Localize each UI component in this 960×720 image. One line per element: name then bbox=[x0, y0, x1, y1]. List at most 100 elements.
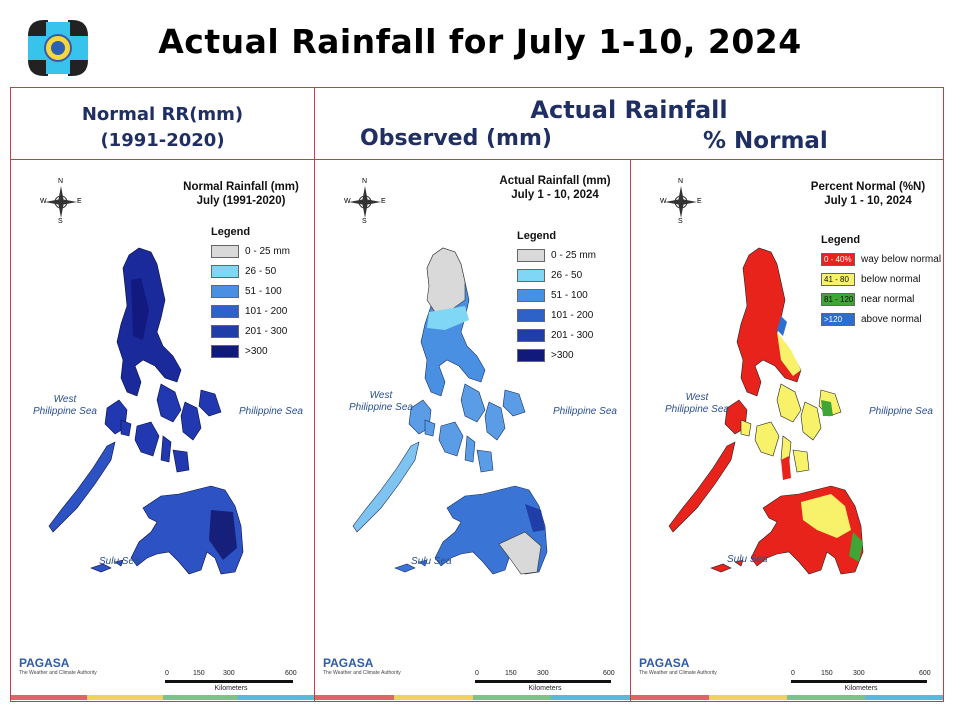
footer-stripe bbox=[11, 695, 314, 700]
scale-ticks: 0 150 300 600 bbox=[791, 670, 931, 680]
legend: Legend 0 - 25 mm 26 - 50 51 - 100 101 - 200… bbox=[517, 230, 596, 368]
compass-w: W bbox=[40, 198, 47, 205]
legend-swatch: 0 - 40% bbox=[821, 253, 855, 266]
pagasa-name: PAGASA bbox=[19, 656, 70, 670]
map-title-line2: July (1991-2020) bbox=[196, 195, 286, 207]
header-normal-period: (1991-2020) bbox=[100, 130, 225, 151]
header-percent-label: % Normal bbox=[703, 128, 828, 154]
sea-label-west-line1: West bbox=[685, 392, 709, 403]
scale-line bbox=[475, 680, 611, 683]
legend-swatch bbox=[211, 305, 239, 318]
sea-label-sulu: Sulu Sea bbox=[727, 554, 768, 565]
compass-n: N bbox=[362, 178, 368, 185]
legend-item: >120 above normal bbox=[821, 312, 941, 327]
legend-label: 201 - 300 bbox=[551, 330, 594, 341]
scale-bar: 0 150 300 600 Kilometers bbox=[475, 670, 615, 692]
scale-tick: 300 bbox=[853, 670, 865, 677]
legend-item: 26 - 50 bbox=[211, 264, 290, 279]
sea-label-sulu: Sulu Sea bbox=[411, 556, 452, 567]
map-title-line2: July 1 - 10, 2024 bbox=[511, 189, 599, 201]
legend-items: 0 - 25 mm 26 - 50 51 - 100 101 - 200 201 - 3… bbox=[211, 244, 290, 359]
compass-w: W bbox=[660, 198, 667, 205]
legend-item: 0 - 25 mm bbox=[211, 244, 290, 259]
scale-tick: 300 bbox=[537, 670, 549, 677]
slide-title: Actual Rainfall for July 1-10, 2024 bbox=[158, 22, 802, 61]
footer-stripe bbox=[315, 695, 630, 700]
percent-normal-map bbox=[668, 247, 864, 575]
compass-n: N bbox=[678, 178, 684, 185]
sea-label-west: West Philippine Sea bbox=[665, 392, 729, 416]
legend-label: 26 - 50 bbox=[245, 266, 277, 277]
legend-label: 0 - 25 mm bbox=[245, 246, 291, 257]
legend-item: 41 - 80 below normal bbox=[821, 272, 941, 287]
legend-title: Legend bbox=[211, 226, 251, 238]
footer-stripe bbox=[631, 695, 943, 700]
compass-e: E bbox=[697, 198, 702, 205]
scale-tick: 150 bbox=[505, 670, 517, 677]
legend-item: 81 - 120 near normal bbox=[821, 292, 941, 307]
scale-bar: 0 150 300 600 Kilometers bbox=[165, 670, 297, 692]
panel-percent-frame bbox=[630, 159, 944, 702]
sea-label-sulu: Sulu Sea bbox=[99, 556, 140, 567]
normal-rainfall-map bbox=[48, 247, 244, 575]
legend-swatch bbox=[517, 309, 545, 322]
legend-swatch bbox=[211, 325, 239, 338]
legend-swatch bbox=[211, 285, 239, 298]
scale-tick: 150 bbox=[193, 670, 205, 677]
legend-items: 0 - 25 mm 26 - 50 51 - 100 101 - 200 201 - 3… bbox=[517, 248, 596, 363]
legend-item: 51 - 100 bbox=[517, 288, 596, 303]
sea-label-west-line2: Philippine Sea bbox=[665, 404, 729, 415]
pagasa-branding: PAGASA The Weather and Climate Authority bbox=[323, 656, 403, 676]
sea-label-west: West Philippine Sea bbox=[349, 390, 413, 414]
legend-label: near normal bbox=[861, 294, 915, 305]
scale-bar: 0 150 300 600 Kilometers bbox=[791, 670, 931, 692]
sea-label-west-line1: West bbox=[369, 390, 393, 401]
sea-label-west-line1: West bbox=[53, 394, 77, 405]
pagasa-branding: PAGASA The Weather and Climate Authority bbox=[19, 656, 99, 676]
scale-unit: Kilometers bbox=[528, 685, 562, 692]
legend-label: 201 - 300 bbox=[245, 326, 288, 337]
legend-item: 0 - 25 mm bbox=[517, 248, 596, 263]
legend-item: 26 - 50 bbox=[517, 268, 596, 283]
legend-label: 51 - 100 bbox=[245, 286, 282, 297]
scale-ticks: 0 150 300 600 bbox=[475, 670, 615, 680]
scale-line bbox=[791, 680, 927, 683]
scale-line bbox=[165, 680, 293, 683]
legend-item: 101 - 200 bbox=[211, 304, 290, 319]
scale-tick: 600 bbox=[603, 670, 615, 677]
pagasa-name: PAGASA bbox=[639, 656, 690, 670]
pagasa-name: PAGASA bbox=[323, 656, 374, 670]
header-observed-label: Observed (mm) bbox=[360, 126, 552, 151]
legend-swatch bbox=[517, 269, 545, 282]
observed-rainfall-map bbox=[352, 247, 548, 575]
legend-label: 0 - 25 mm bbox=[551, 250, 597, 261]
legend-label: above normal bbox=[861, 314, 922, 325]
compass-rose-icon bbox=[45, 186, 77, 218]
map-title-line2: July 1 - 10, 2024 bbox=[824, 195, 912, 207]
legend-label: >300 bbox=[245, 346, 268, 357]
sea-label-philippine: Philippine Sea bbox=[553, 406, 617, 417]
compass-s: S bbox=[362, 218, 367, 225]
observed-rainfall-panel: N S W E Actual Rainfall (mm) July 1 - 10… bbox=[315, 160, 630, 701]
pagasa-branding: PAGASA The Weather and Climate Authority bbox=[639, 656, 719, 676]
legend-item: >300 bbox=[517, 348, 596, 363]
legend-swatch bbox=[517, 249, 545, 262]
legend-swatch bbox=[517, 349, 545, 362]
map-title-line1: Normal Rainfall (mm) bbox=[183, 181, 299, 193]
map-title-line1: Percent Normal (%N) bbox=[810, 181, 926, 193]
map-title: Percent Normal (%N) July 1 - 10, 2024 bbox=[803, 180, 933, 208]
compass-rose-icon bbox=[349, 186, 381, 218]
legend-title: Legend bbox=[517, 230, 557, 242]
sea-label-philippine: Philippine Sea bbox=[869, 406, 933, 417]
compass-n: N bbox=[58, 178, 64, 185]
scale-ticks: 0 150 300 600 bbox=[165, 670, 297, 680]
legend-swatch bbox=[211, 265, 239, 278]
map-title: Normal Rainfall (mm) July (1991-2020) bbox=[171, 180, 311, 208]
pagasa-logo bbox=[24, 16, 92, 80]
legend-label: 26 - 50 bbox=[551, 270, 583, 281]
scale-tick: 600 bbox=[285, 670, 297, 677]
legend-label: 101 - 200 bbox=[245, 306, 288, 317]
legend: Legend 0 - 40% way below normal 41 - 80 bel… bbox=[821, 234, 941, 332]
compass-rose-icon bbox=[665, 186, 697, 218]
compass-e: E bbox=[381, 198, 386, 205]
